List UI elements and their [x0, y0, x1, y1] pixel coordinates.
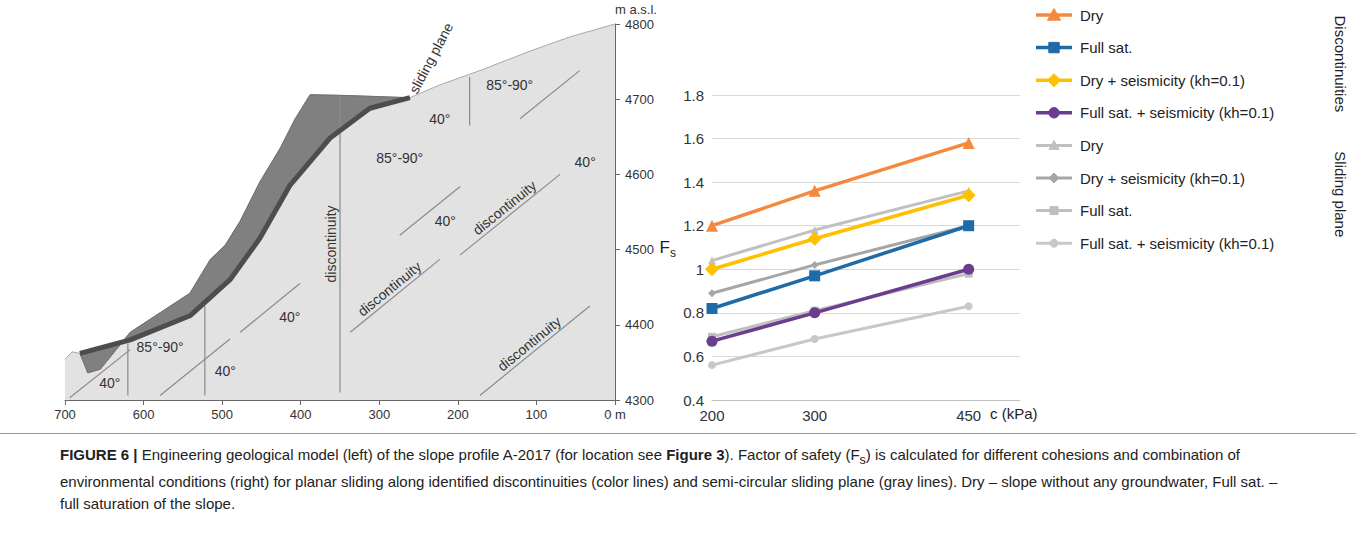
svg-text:1.4: 1.4	[683, 174, 704, 191]
svg-text:Full sat. + seismicity (kh=0.1: Full sat. + seismicity (kh=0.1)	[1080, 235, 1274, 252]
svg-text:4400: 4400	[625, 317, 654, 332]
svg-text:4300: 4300	[625, 393, 654, 408]
svg-text:40°: 40°	[99, 375, 120, 391]
svg-text:4600: 4600	[625, 167, 654, 182]
svg-text:Dry: Dry	[1080, 137, 1104, 154]
svg-text:s: s	[670, 246, 676, 260]
svg-text:200: 200	[699, 407, 724, 424]
svg-text:40°: 40°	[429, 111, 450, 127]
svg-text:600: 600	[133, 407, 155, 422]
svg-text:300: 300	[802, 407, 827, 424]
svg-text:40°: 40°	[435, 213, 456, 229]
svg-text:700: 700	[54, 407, 76, 422]
svg-text:40°: 40°	[279, 309, 300, 325]
svg-text:40°: 40°	[575, 154, 596, 170]
svg-text:F: F	[660, 238, 670, 257]
svg-text:Full sat.: Full sat.	[1080, 39, 1133, 56]
svg-text:discontinuity: discontinuity	[354, 258, 424, 319]
svg-text:1.6: 1.6	[683, 130, 704, 147]
svg-text:85°-90°: 85°-90°	[376, 150, 423, 166]
svg-text:1.8: 1.8	[683, 87, 704, 104]
svg-text:0 m: 0 m	[604, 407, 626, 422]
svg-text:450: 450	[956, 407, 981, 424]
svg-text:4500: 4500	[625, 242, 654, 257]
svg-text:1: 1	[696, 261, 704, 278]
svg-text:0.6: 0.6	[683, 348, 704, 365]
svg-text:40°: 40°	[215, 363, 236, 379]
svg-text:discontinuity: discontinuity	[323, 205, 339, 282]
svg-text:85°-90°: 85°-90°	[137, 339, 184, 355]
svg-text:0.4: 0.4	[683, 392, 704, 409]
svg-text:discontinuity: discontinuity	[494, 313, 564, 374]
svg-text:sliding plane: sliding plane	[406, 20, 457, 96]
svg-text:Dry: Dry	[1080, 7, 1104, 24]
svg-text:Dry + seismicity (kh=0.1): Dry + seismicity (kh=0.1)	[1080, 72, 1245, 89]
svg-text:85°-90°: 85°-90°	[486, 77, 533, 93]
svg-text:m a.s.l.: m a.s.l.	[615, 2, 657, 17]
svg-text:400: 400	[290, 407, 312, 422]
svg-text:200: 200	[447, 407, 469, 422]
svg-text:Discontinuities: Discontinuities	[1332, 16, 1349, 113]
svg-text:0.8: 0.8	[683, 304, 704, 321]
svg-text:300: 300	[368, 407, 390, 422]
svg-text:c (kPa): c (kPa)	[990, 405, 1038, 422]
html-text:FIGURE 6 | Engineering geologi: FIGURE 6 | Engineering geological model …	[60, 446, 1278, 512]
svg-text:500: 500	[211, 407, 233, 422]
svg-text:100: 100	[526, 407, 548, 422]
svg-text:discontinuity: discontinuity	[469, 177, 539, 238]
svg-text:Sliding plane: Sliding plane	[1332, 151, 1349, 237]
svg-text:1.2: 1.2	[683, 217, 704, 234]
svg-text:4800: 4800	[625, 17, 654, 32]
svg-text:Full sat. + seismicity (kh=0.1: Full sat. + seismicity (kh=0.1)	[1080, 104, 1274, 121]
svg-text:Dry + seismicity (kh=0.1): Dry + seismicity (kh=0.1)	[1080, 170, 1245, 187]
svg-text:Full sat.: Full sat.	[1080, 202, 1133, 219]
svg-text:4700: 4700	[625, 92, 654, 107]
